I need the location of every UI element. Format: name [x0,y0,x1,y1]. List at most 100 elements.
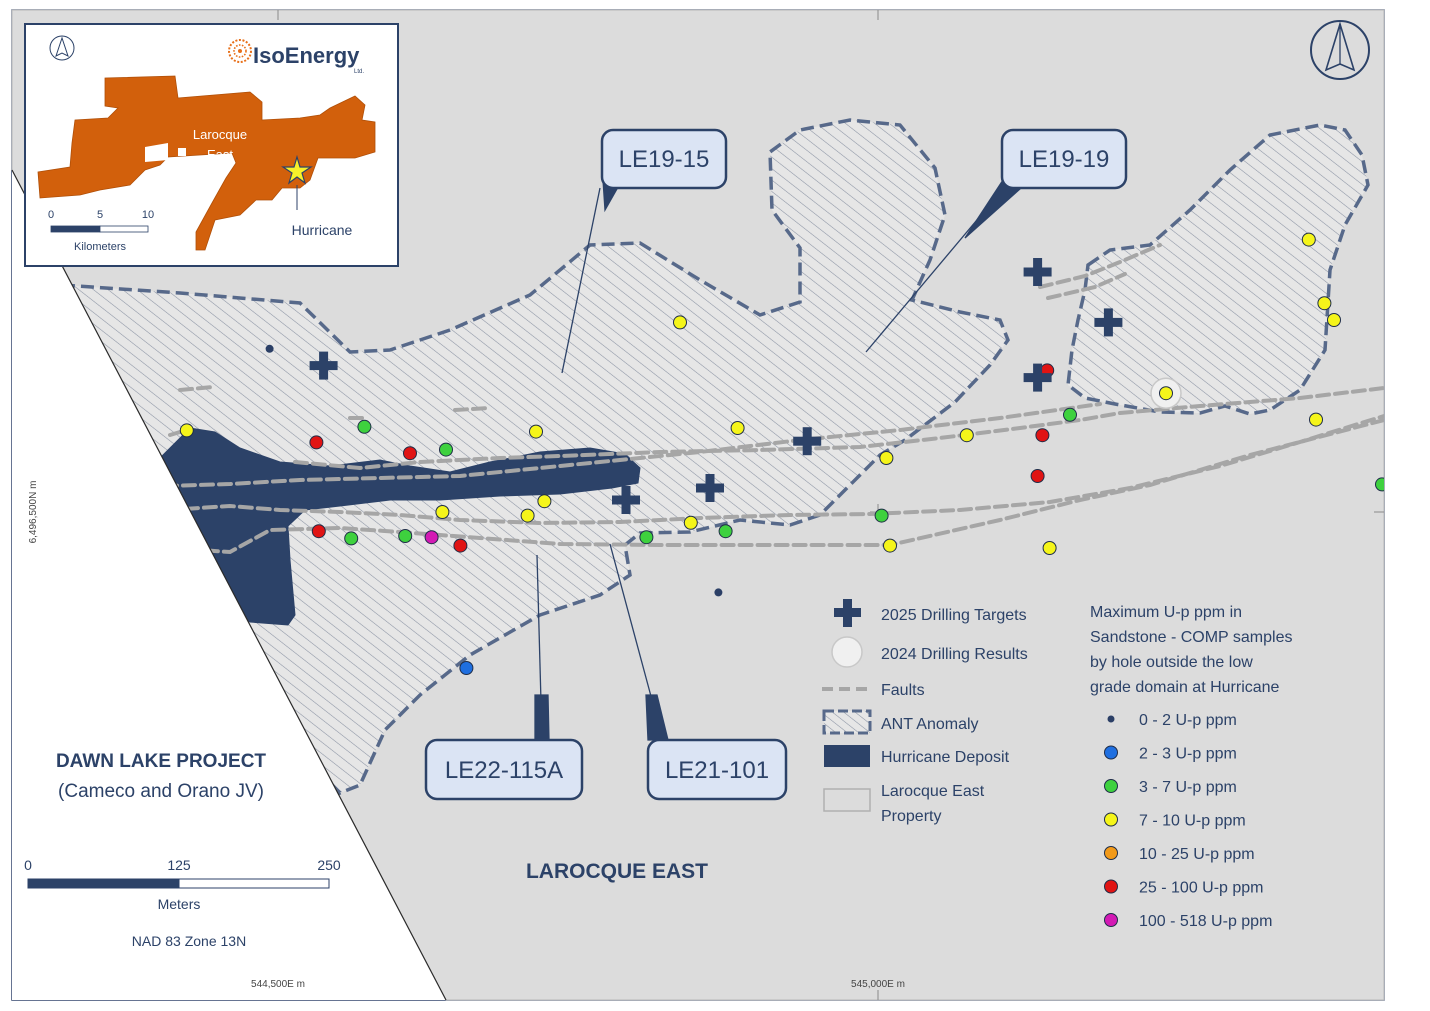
callout-label: LE19-19 [1019,146,1110,173]
grade-label: 25 - 100 U-p ppm [1139,880,1264,897]
drilling-target-cross-icon [1023,258,1052,286]
scale-tick: 125 [167,857,191,873]
drill-hole-marker [718,524,733,539]
projection-label: NAD 83 Zone 13N [132,933,246,949]
grade-label: 10 - 25 U-p ppm [1139,846,1255,863]
callout-le21-101: LE21-101 [646,738,788,801]
drill-hole-marker [730,421,745,435]
grade-label: 3 - 7 U-p ppm [1139,779,1237,796]
grade-swatch [1104,812,1118,827]
drill-hole-marker [1301,232,1316,247]
grade-title-line: Maximum U-p ppm in [1090,604,1242,621]
drill-hole-marker [1317,296,1332,311]
grade-swatch [1104,779,1118,793]
inset-scale-tick: 5 [97,209,103,221]
drill-hole-marker [424,530,439,545]
drill-hole-marker [537,494,552,509]
drilling-target-cross-icon [1094,308,1123,337]
drilling-target-cross-icon [612,486,640,514]
drill-hole-marker [309,435,324,450]
inset-property-shape [37,75,376,251]
legend-label: ANT Anomaly [881,716,979,733]
isoenergy-logo: IsoEnergy Ltd. [228,39,364,75]
drill-results-2024 [1150,277,1421,409]
drill-hole-marker [879,451,894,465]
drilling-targets-2025 [309,258,1123,514]
drill-hole-marker [883,538,897,553]
drill-hole-marker [673,315,687,330]
grade-title-line: by hole outside the low [1090,654,1253,671]
drill-hole-marker [520,508,535,523]
drill-result-2024-marker [1391,277,1421,307]
callout-le22-115a: LE22-115A [424,738,584,801]
inset-area-label: Larocque [193,127,247,142]
drilling-target-cross-icon [309,351,338,380]
legend-label: Property [881,808,941,825]
grade-swatch [1104,846,1118,860]
callout-le19-19: LE19-19 [1000,128,1128,190]
legend-hatch-icon [822,709,872,735]
inset-north-arrow-icon [49,35,75,61]
drill-hole-marker [265,344,274,353]
legend-label: Faults [881,682,925,699]
inset-point-label: Hurricane [292,222,353,238]
drilling-target-cross-icon [793,427,822,456]
drill-hole-marker [1309,412,1323,427]
drill-hole-marker [435,505,450,519]
legend-halo-icon [831,636,863,668]
logo-suffix: Ltd. [354,69,364,75]
scale-unit: Meters [158,896,201,912]
project-subtitle: (Cameco and Orano JV) [58,781,264,802]
drill-hole-marker [344,531,359,546]
grade-label: 2 - 3 U-p ppm [1139,746,1237,763]
drill-hole-marker [1063,407,1077,422]
drill-result-2024-marker [1150,377,1182,409]
property-boundary [11,169,447,1001]
faults [163,243,1384,555]
legend-label: Hurricane Deposit [881,749,1010,766]
logo-text: IsoEnergy [253,43,360,68]
drill-hole-marker [398,529,413,543]
drill-hole-marker [357,419,372,434]
coord-x-label-2: 545,000E m [851,979,905,990]
grade-label: 7 - 10 U-p ppm [1139,813,1246,830]
legend: 2025 Drilling Targets 2024 Drilling Resu… [822,599,1292,930]
drill-hole-marker [1035,428,1050,443]
drill-hole-marker [959,428,974,443]
drill-hole-marker [529,424,543,439]
drill-hole-marker [453,538,468,553]
drill-hole-marker [714,588,723,597]
inset-scale-bar: 0 5 10 Kilometers [48,209,154,253]
callout-label: LE19-15 [619,146,710,173]
project-title: DAWN LAKE PROJECT [56,751,266,772]
grade-title-line: grade domain at Hurricane [1090,679,1280,696]
callout-le19-15: LE19-15 [600,128,728,190]
scale-tick: 0 [24,857,32,873]
drill-hole-marker [1030,469,1045,483]
legend-cross-icon [834,599,861,627]
grade-legend: 0 - 2 U-p ppm 2 - 3 U-p ppm 3 - 7 U-p ppm 7… [1104,712,1272,930]
drilling-target-cross-icon [696,474,724,502]
drill-hole-marker [403,446,417,461]
grade-label: 100 - 518 U-p ppm [1139,913,1272,930]
drill-hole-marker [874,508,889,523]
scale-bar: 0 125 250 Meters [24,857,341,912]
grade-title-line: Sandstone - COMP samples [1090,629,1292,646]
grade-swatch [1104,745,1118,760]
legend-label: 2025 Drilling Targets [881,607,1027,624]
drill-hole-marker [311,524,326,539]
legend-label: 2024 Drilling Results [881,646,1028,663]
legend-deposit-icon [824,745,870,767]
drill-hole-marker [1327,313,1341,327]
drill-hole-marker [439,442,453,457]
grade-label: 0 - 2 U-p ppm [1139,712,1237,729]
inset-area-label: East [207,147,233,162]
inset-scale-tick: 0 [48,209,54,221]
drill-hole-marker [683,515,698,530]
coord-y-label: 6,496,500N m [28,481,39,544]
drilling-target-cross-icon [1023,363,1052,392]
drill-hole-marker [459,661,474,675]
scale-tick: 250 [317,857,341,873]
coord-x-label-1: 544,500E m [251,979,305,990]
